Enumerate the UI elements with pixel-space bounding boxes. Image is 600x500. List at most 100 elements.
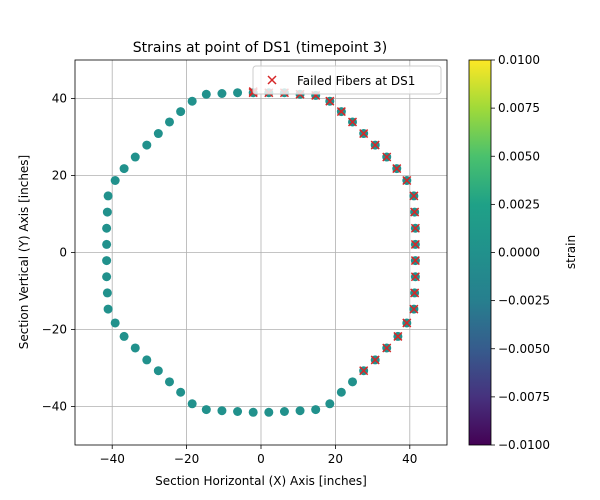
colorbar-ticks: −0.0100 −0.0075 −0.0050 −0.0025 0.0000 0.0025… <box>491 53 550 452</box>
x-tick-label: −40 <box>100 452 125 466</box>
colorbar-tick-label: −0.0100 <box>498 438 550 452</box>
fiber-point <box>311 405 321 415</box>
failed-fiber-marker <box>410 272 420 282</box>
fiber-point <box>295 406 305 416</box>
colorbar-tick-label: 0.0050 <box>498 149 540 163</box>
colorbar-tick-label: 0.0000 <box>498 246 540 260</box>
fiber-point <box>187 399 197 409</box>
colorbar-tick-label: 0.0025 <box>498 197 540 211</box>
failed-fiber-marker <box>359 129 369 139</box>
failed-fiber-marker <box>410 207 420 217</box>
fiber-point <box>325 399 335 409</box>
fiber-point <box>348 377 358 387</box>
fiber-point <box>176 107 186 117</box>
failed-fiber-stroke <box>402 318 412 328</box>
fiber-point <box>119 331 129 341</box>
colorbar: −0.0100 −0.0075 −0.0050 −0.0025 0.0000 0.0025… <box>468 53 578 452</box>
failed-fiber-stroke <box>409 304 419 314</box>
fiber-point <box>217 406 227 416</box>
failed-fiber-stroke <box>382 152 392 162</box>
failed-fiber-stroke <box>370 140 380 150</box>
fiber-point <box>264 407 274 417</box>
y-tick-label: −20 <box>42 323 67 337</box>
failed-fiber-marker <box>392 164 402 174</box>
failed-fiber-stroke <box>410 288 420 298</box>
failed-fiber-marker <box>382 152 392 162</box>
failed-fiber-marker <box>370 140 380 150</box>
failed-fiber-stroke <box>359 129 369 139</box>
legend-frame <box>252 65 442 95</box>
colorbar-gradient <box>468 59 492 446</box>
fiber-point <box>336 387 346 397</box>
x-tick-label: 0 <box>257 452 265 466</box>
legend-entry-failed-fibers: Failed Fibers at DS1 <box>297 74 415 88</box>
failed-fiber-marker <box>325 96 335 106</box>
fiber-point <box>142 355 152 365</box>
failed-fiber-marker <box>410 256 420 266</box>
failed-fiber-stroke <box>393 331 403 341</box>
y-tick-label: −40 <box>42 400 67 414</box>
failed-fiber-stroke <box>402 175 412 186</box>
failed-fiber-stroke <box>359 366 369 376</box>
colorbar-tick-label: 0.0075 <box>498 101 540 115</box>
fiber-point <box>102 272 112 282</box>
failed-fiber-marker <box>359 366 369 376</box>
x-tick-label: 40 <box>402 452 417 466</box>
fiber-point <box>102 239 112 249</box>
colorbar-label: strain <box>564 235 578 269</box>
failed-fiber-stroke <box>410 239 420 249</box>
fiber-point <box>102 207 112 217</box>
colorbar-tick-label: −0.0025 <box>498 294 550 308</box>
failed-fiber-stroke <box>325 96 335 106</box>
colorbar-tick-label: 0.0100 <box>498 53 540 67</box>
failed-fiber-marker <box>393 331 403 341</box>
x-tick-label: 20 <box>328 452 343 466</box>
fiber-point <box>279 407 289 417</box>
failed-fiber-marker <box>410 239 420 249</box>
fiber-point <box>233 88 243 98</box>
fiber-point <box>153 129 163 139</box>
fiber-point <box>103 191 113 201</box>
fiber-point <box>248 407 258 417</box>
failed-fiber-stroke <box>410 207 420 217</box>
fiber-point <box>110 318 120 328</box>
fiber-point <box>217 88 227 98</box>
failed-fiber-stroke <box>392 164 402 174</box>
y-tick-label: 40 <box>52 92 67 106</box>
fiber-point <box>130 343 140 353</box>
fiber-point <box>102 256 112 266</box>
x-tick-label: −20 <box>174 452 199 466</box>
fiber-point <box>102 223 112 233</box>
fiber-point <box>233 407 243 417</box>
y-tick-label: 0 <box>59 246 67 260</box>
fiber-point <box>142 140 152 150</box>
colorbar-tick-label: −0.0075 <box>498 390 550 404</box>
failed-fiber-marker <box>402 318 412 328</box>
failed-fiber-stroke <box>410 256 420 266</box>
failed-fiber-stroke <box>382 343 392 353</box>
failed-fiber-stroke <box>370 355 380 365</box>
failed-fiber-marker <box>410 288 420 298</box>
legend-marker-stroke <box>267 75 277 85</box>
fiber-point <box>102 288 112 298</box>
fiber-point <box>164 117 174 127</box>
failed-fiber-marker <box>402 175 412 186</box>
legend: Failed Fibers at DS1 <box>252 65 442 95</box>
colorbar-tick-label: −0.0050 <box>498 342 550 356</box>
fiber-point <box>164 377 174 387</box>
fiber-point <box>130 152 140 162</box>
fiber-point <box>153 366 163 376</box>
failed-fiber-marker <box>409 191 419 201</box>
failed-fiber-marker <box>409 304 419 314</box>
failed-fiber-marker <box>370 355 380 365</box>
y-axis-label: Section Vertical (Y) Axis [inches] <box>17 155 31 350</box>
failed-fiber-marker <box>347 117 358 127</box>
fiber-point <box>176 387 186 397</box>
failed-fiber-stroke <box>336 107 346 117</box>
x-axis-label: Section Horizontal (X) Axis [inches] <box>155 474 367 488</box>
fiber-point <box>110 176 120 186</box>
failed-fiber-stroke <box>410 272 420 282</box>
fiber-point <box>119 164 129 174</box>
failed-fiber-marker <box>410 223 420 233</box>
